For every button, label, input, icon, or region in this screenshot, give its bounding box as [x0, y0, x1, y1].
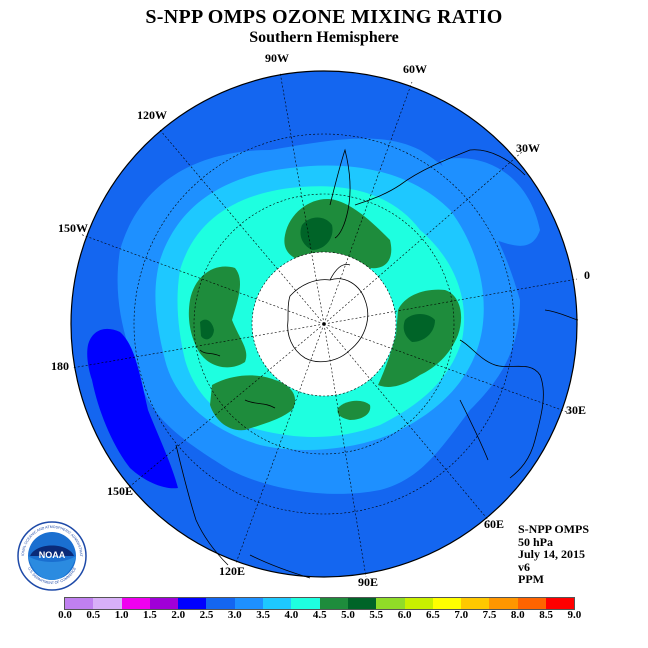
info-version: v6: [518, 559, 530, 574]
colorbar-cell: [432, 598, 462, 609]
lon-label: 90W: [265, 51, 289, 65]
lon-label: 0: [584, 268, 590, 282]
colorbar-cell: [178, 598, 207, 609]
map-border: [70, 70, 578, 578]
colorbar-tick-label: 7.5: [482, 609, 497, 621]
lon-label: 120W: [137, 108, 167, 122]
colorbar-cell: [404, 598, 433, 609]
lon-label: 150E: [107, 484, 133, 498]
map-subtitle: Southern Hemisphere: [249, 29, 399, 46]
band-4-5-a: [284, 199, 392, 269]
colorbar-tick-label: 9.0: [567, 609, 582, 621]
colorbar-tick-label: 4.5: [312, 609, 327, 621]
info-instrument: S-NPP OMPS: [518, 522, 589, 536]
info-date: July 14, 2015: [518, 547, 586, 561]
colorbar-cell: [517, 598, 547, 609]
lon-label: 30E: [566, 403, 586, 417]
band-4-5-e: [337, 400, 371, 420]
colorbar-cell: [149, 598, 179, 609]
graticule: [71, 71, 578, 578]
lon-label: 150W: [58, 221, 88, 235]
colorbar-tick-label: 6.5: [426, 609, 440, 621]
colorbar-ticks: 0.0 0.5 1.0 1.5 2.0 2.5 3.0 3.5 4.0 4.5 5.0 5.5 6.0 6…: [0, 609, 648, 623]
colorbar-tick-label: 8.0: [510, 609, 525, 621]
band-5-0-b: [403, 314, 435, 342]
colorbar-cell: [461, 598, 490, 609]
colorbar-tick-label: 5.5: [369, 609, 384, 621]
colorbar-tick-label: 2.0: [171, 609, 186, 621]
info-units: PPM: [518, 572, 544, 586]
map-title: S-NPP OMPS OZONE MIXING RATIO: [145, 6, 503, 28]
colorbar-cell: [65, 598, 94, 609]
colorbar-tick-label: 2.5: [199, 609, 214, 621]
info-level: 50 hPa: [518, 534, 554, 549]
colorbar-tick-label: 3.5: [256, 609, 270, 621]
lon-label: 90E: [358, 575, 378, 589]
coastlines: [175, 148, 579, 579]
colorbar-tick-label: 4.0: [284, 609, 299, 621]
colorbar-cell: [291, 598, 320, 609]
colorbar-cell: [234, 598, 264, 609]
lon-label: 120E: [219, 564, 245, 578]
colorbar-cell: [347, 598, 377, 609]
colorbar-cell: [319, 598, 348, 609]
lon-label: 60E: [484, 517, 504, 531]
info-block: S-NPP OMPS 50 hPa July 14, 2015 v6 PPM: [518, 523, 589, 586]
colorbar-tick-label: 0.5: [86, 609, 101, 621]
colorbar-tick-label: 7.0: [454, 609, 469, 621]
colorbar-tick-label: 0.0: [58, 609, 72, 621]
colorbar-tick-label: 5.0: [341, 609, 355, 621]
band-2-0: [87, 328, 178, 489]
colorbar-cell: [546, 598, 575, 609]
colorbar-tick-label: 3.0: [227, 609, 242, 621]
lon-label: 60W: [403, 62, 427, 76]
band-4-5-b: [188, 266, 247, 368]
colorbar-cell: [489, 598, 518, 609]
colorbar-cell: [263, 598, 292, 609]
lon-label: 30W: [516, 141, 540, 155]
noaa-logo: NOAA NATIONAL OCEANIC AND ATMOSPHERIC AD…: [16, 520, 87, 591]
colorbar-cell: [206, 598, 235, 609]
colorbar-tick-label: 6.0: [397, 609, 412, 621]
lon-label: 180: [51, 359, 69, 373]
band-5-0-c: [200, 319, 214, 340]
colorbar-cell: [376, 598, 405, 609]
colorbar-cell: [93, 598, 122, 609]
colorbar-cell: [121, 598, 150, 609]
colorbar-tick-label: 8.5: [539, 609, 553, 621]
band-5-0-a: [300, 217, 333, 250]
colorbar: [64, 597, 576, 610]
colorbar-tick-label: 1.5: [143, 609, 157, 621]
colorbar-tick-label: 1.0: [114, 609, 129, 621]
noaa-logo-text: NOAA: [39, 550, 66, 560]
